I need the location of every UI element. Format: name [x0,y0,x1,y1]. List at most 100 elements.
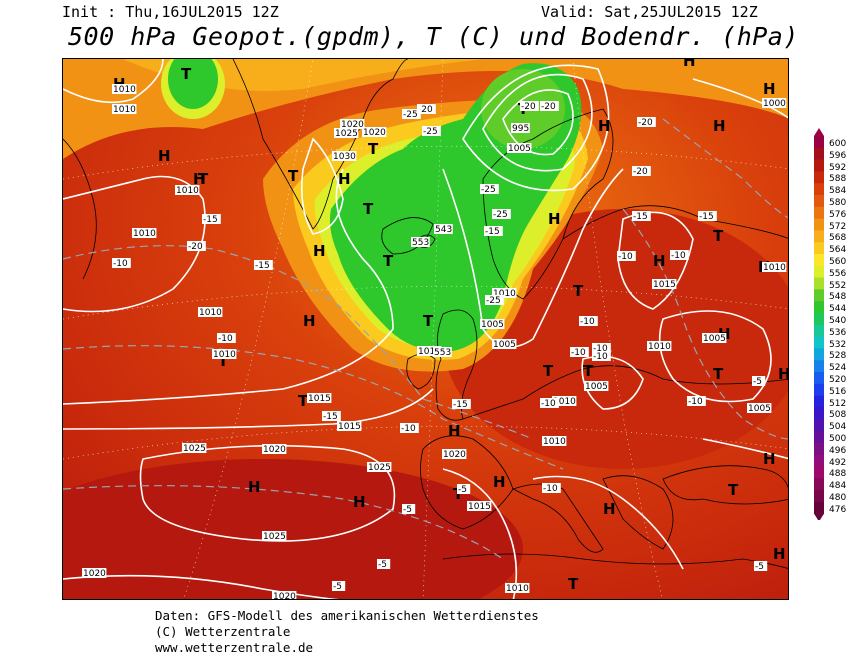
pressure-label-bg [132,228,157,238]
temperature-label-bg [422,126,441,136]
temperature-label-bg [112,258,131,268]
low-pressure-symbol: T [181,65,192,83]
isobar-1005-east [658,310,772,403]
low-pressure-symbol: T [713,365,724,383]
valid-time: Valid: Sat,25JUL2015 12Z [541,3,758,21]
temperature-label: -25 [486,296,501,306]
high-pressure-symbol: H [248,478,261,496]
pressure-label: 1010 [176,186,199,196]
footer-copyright: (C) Wetterzentrale [155,624,291,639]
pressure-label-bg [367,462,392,472]
temperature-label: -15 [699,212,714,222]
pressure-label-bg [702,333,727,343]
temperature-label-bg [592,351,611,361]
pressure-label-bg [272,591,297,599]
temperature-label-bg [670,250,689,260]
color-scale-cell [814,501,824,515]
temperature-label-bg [332,581,346,591]
temperature-label-bg [187,241,206,251]
pressure-label: 1010 [418,347,441,357]
color-scale-cell [814,277,824,290]
pressure-label: 1020 [363,128,386,138]
temperature-label-bg [217,333,236,343]
color-scale-cell [814,254,824,267]
pressure-label-bg [112,104,137,114]
temperature-label: -10 [113,259,128,269]
high-pressure-symbol: H [303,312,316,330]
high-pressure-symbol: H [353,493,366,511]
temperature-label-bg [752,376,766,386]
pressure-label-bg [584,381,609,391]
isobar-1015-iberia [442,468,518,599]
pressure-label-bg [362,127,387,137]
color-scale-cell [814,313,824,326]
pressure-label: 1005 [481,320,504,330]
temperature-label: -15 [203,215,218,225]
temperature-label: -10 [580,317,595,327]
low-pressure-symbol: T [573,282,584,300]
init-time: Init : Thu,16JUL2015 12Z [62,3,279,21]
color-scale-tick: 536 [829,327,847,338]
temperature-label: -10 [618,252,633,262]
temperature-label: -20 [418,105,433,115]
pressure-label-bg [552,396,577,406]
black-sea-coast [662,465,788,505]
pressure-label-bg [175,185,200,195]
temperature-label-bg [202,214,221,224]
temperature-label: -15 [633,212,648,222]
geopotential-label-bg [434,224,453,234]
color-scale-tick: 492 [829,457,847,468]
pressure-label: 1010 [113,85,136,95]
low-pressure-symbol: T [368,140,379,158]
temperature-label: -25 [423,127,438,137]
isobar-1010-med [532,475,684,570]
high-pressure-symbol: H [763,80,776,98]
high-pressure-symbol: H [713,117,726,135]
pressure-label: 1025 [183,444,206,454]
color-scale-tick: 600 [829,139,847,149]
color-scale-cell [814,206,824,220]
color-scale-cell [814,183,824,196]
temperature-label-bg [687,396,706,406]
isobar-1005-low [462,64,610,192]
temperature-label-bg [542,483,561,493]
pressure-label: 1015 [338,422,361,432]
color-scale-tick: 572 [829,221,847,232]
pressure-label-bg [340,119,365,129]
footer-website[interactable]: www.wetterzentrale.de [155,640,314,655]
field-greenland-low [168,59,218,109]
pressure-label: 995 [512,124,529,134]
temperature-label: -20 [638,118,653,128]
temperature-label-bg [402,504,416,514]
color-scale-cell [814,195,824,208]
color-scale-tick: 592 [829,162,847,173]
color-scale-tick: 576 [829,209,847,220]
pressure-label: 1010 [213,350,236,360]
pressure-label: 1010 [113,105,136,115]
color-scale-tick: 484 [829,481,847,492]
color-scale-cell [814,442,824,456]
pressure-label: 1020 [273,592,296,600]
color-scale-cell [814,218,824,231]
temperature-label: -5 [333,582,342,592]
color-scale-cell [814,147,824,161]
color-scale-tick: 568 [829,233,847,244]
high-pressure-symbol: H [548,210,561,228]
low-pressure-symbol: T [288,167,299,185]
color-scale-cell [814,159,824,172]
geopotential-label: 553 [434,348,451,358]
color-scale-tick: 504 [829,422,847,433]
temperature-label: -15 [323,412,338,422]
pressure-label: 1020 [83,569,106,579]
temperature-label: -10 [218,334,233,344]
temperature-label-bg [457,484,471,494]
temperature-label: -25 [493,210,508,220]
isotherm-minus20-ne [662,118,788,219]
faroe-coast [417,234,436,248]
high-pressure-symbol: H [448,422,461,440]
pressure-label: 1015 [653,280,676,290]
isotherm-minus15 [63,245,534,440]
low-pressure-symbol: T [423,312,434,330]
temperature-label: -10 [541,399,556,409]
low-pressure-symbol: T [198,170,209,188]
